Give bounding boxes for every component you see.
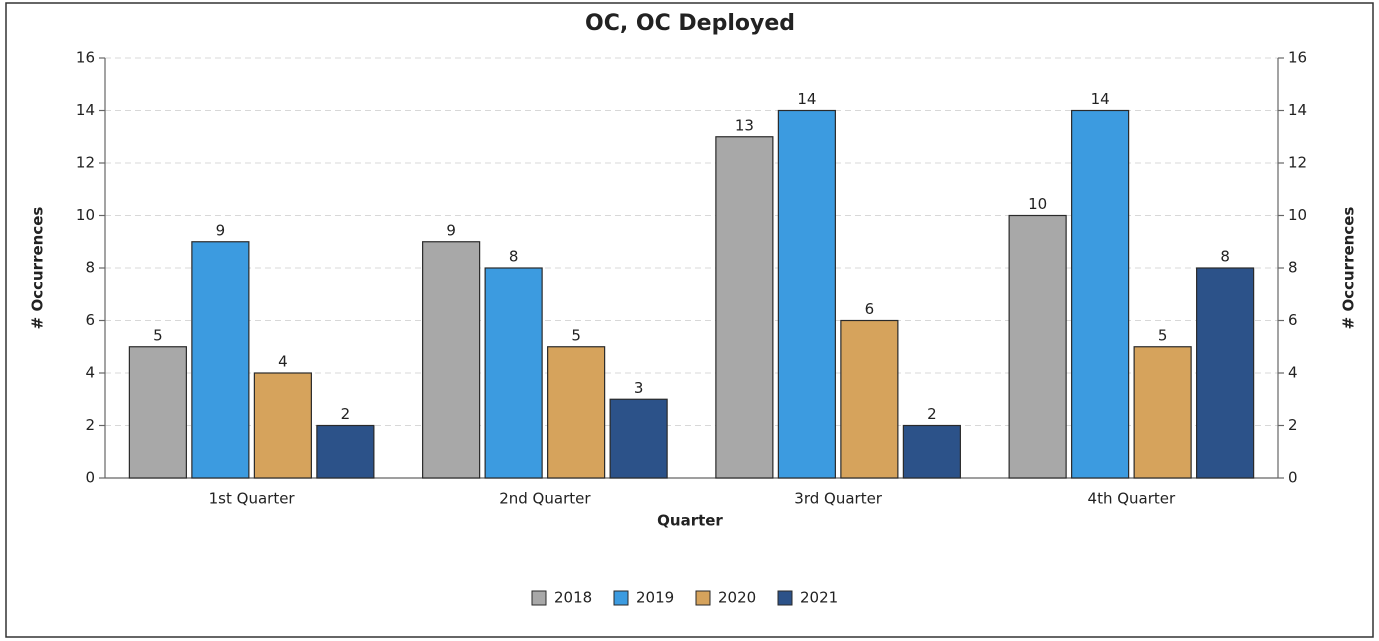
x-axis-title: Quarter	[657, 512, 723, 530]
data-label: 4	[278, 353, 288, 371]
data-label: 5	[1158, 326, 1168, 344]
bar	[1196, 267, 1255, 479]
y2-tick-label: 12	[1288, 154, 1307, 172]
bar	[840, 319, 899, 479]
legend-swatch	[531, 590, 547, 606]
y2-tick-label: 4	[1288, 364, 1298, 382]
y-tick-label: 10	[76, 206, 95, 224]
legend-label: 2018	[554, 589, 592, 607]
y-tick-label: 6	[85, 311, 95, 329]
bar	[484, 267, 543, 479]
data-label: 8	[509, 248, 519, 266]
x-tick-label: 2nd Quarter	[499, 490, 591, 508]
bar	[902, 424, 961, 479]
data-label: 5	[571, 326, 581, 344]
data-label: 6	[865, 300, 875, 318]
legend-label: 2021	[800, 589, 838, 607]
x-tick-label: 4th Quarter	[1088, 490, 1176, 508]
y-tick-label: 14	[76, 101, 95, 119]
data-label: 8	[1220, 248, 1230, 266]
y-tick-label: 2	[85, 416, 95, 434]
y2-tick-label: 8	[1288, 259, 1298, 277]
y2-tick-label: 0	[1288, 469, 1298, 487]
y-axis-title: # Occurrences	[29, 207, 47, 330]
data-label: 14	[797, 90, 816, 108]
legend-label: 2020	[718, 589, 756, 607]
y2-tick-label: 14	[1288, 101, 1307, 119]
data-label: 3	[634, 379, 644, 397]
legend-label: 2019	[636, 589, 674, 607]
legend-swatch	[695, 590, 711, 606]
data-label: 13	[735, 116, 754, 134]
bar	[777, 109, 836, 479]
bar	[253, 372, 312, 479]
bar	[547, 346, 606, 479]
y-tick-label: 12	[76, 154, 95, 172]
bar	[1008, 214, 1067, 479]
data-label: 9	[216, 221, 226, 239]
y2-tick-label: 10	[1288, 206, 1307, 224]
legend-swatch	[777, 590, 793, 606]
data-label: 14	[1091, 90, 1110, 108]
bar	[422, 241, 481, 479]
bar	[1071, 109, 1130, 479]
data-label: 5	[153, 326, 163, 344]
bar	[128, 346, 187, 479]
y-tick-label: 16	[76, 49, 95, 67]
y2-tick-label: 2	[1288, 416, 1298, 434]
data-label: 2	[927, 405, 937, 423]
data-label: 2	[341, 405, 351, 423]
bar	[316, 424, 375, 479]
x-tick-label: 3rd Quarter	[794, 490, 883, 508]
y-tick-label: 4	[85, 364, 95, 382]
y-tick-label: 8	[85, 259, 95, 277]
bar	[715, 136, 774, 479]
legend-swatch	[613, 590, 629, 606]
chart-title: OC, OC Deployed	[585, 11, 795, 36]
y2-tick-label: 6	[1288, 311, 1298, 329]
y2-axis-title: # Occurrences	[1340, 207, 1358, 330]
y-tick-label: 0	[85, 469, 95, 487]
data-label: 9	[446, 221, 456, 239]
bar	[1133, 346, 1192, 479]
x-tick-label: 1st Quarter	[209, 490, 296, 508]
data-label: 10	[1028, 195, 1047, 213]
bar	[609, 398, 668, 479]
y2-tick-label: 16	[1288, 49, 1307, 67]
bar	[191, 241, 250, 479]
